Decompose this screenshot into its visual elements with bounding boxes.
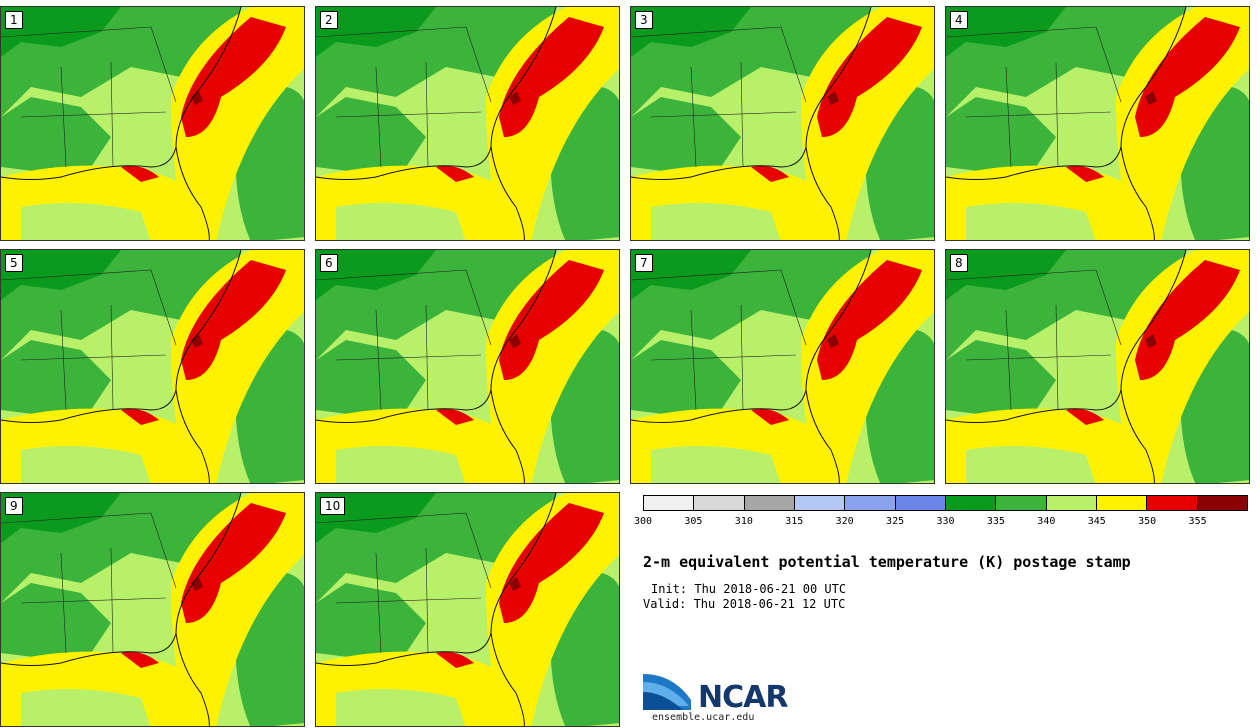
ncar-logo-icon xyxy=(643,674,691,710)
colorbar-tick-label: 305 xyxy=(684,516,703,527)
map-graphic xyxy=(946,250,1249,483)
ncar-logo-text: NCAR xyxy=(698,680,788,715)
map-panel-5: 5 xyxy=(0,249,305,484)
colorbar-swatch xyxy=(845,496,896,510)
site-url: ensemble.ucar.edu xyxy=(652,712,755,723)
colorbar-swatch xyxy=(895,496,946,510)
colorbar-swatch xyxy=(996,496,1047,510)
colorbar-swatch xyxy=(945,496,997,510)
colorbar-tick-label: 325 xyxy=(886,516,905,527)
colorbar-swatch xyxy=(1046,496,1097,510)
map-graphic xyxy=(1,250,304,483)
panel-number: 8 xyxy=(950,254,968,272)
colorbar-tick-label: 310 xyxy=(734,516,753,527)
colorbar-tick-label: 300 xyxy=(633,516,653,527)
map-graphic xyxy=(946,7,1249,240)
panel-number: 5 xyxy=(5,254,23,272)
map-panel-8: 8 xyxy=(945,249,1250,484)
colorbar-tick-label: 340 xyxy=(1037,516,1056,527)
colorbar-swatch xyxy=(744,496,795,510)
map-graphic xyxy=(316,493,619,726)
colorbar-tick-label: 330 xyxy=(936,516,955,527)
map-graphic xyxy=(316,7,619,240)
colorbar-tick-label: 320 xyxy=(835,516,854,527)
colorbar-swatch xyxy=(1147,496,1198,510)
colorbar-tick-label: 355 xyxy=(1188,516,1207,527)
init-time: Init: Thu 2018-06-21 00 UTC xyxy=(651,582,847,596)
panel-number: 2 xyxy=(320,11,338,29)
panel-number: 4 xyxy=(950,11,968,29)
map-panel-2: 2 xyxy=(315,6,620,241)
map-panel-10: 10 xyxy=(315,492,620,727)
map-panel-7: 7 xyxy=(630,249,935,484)
map-graphic xyxy=(1,7,304,240)
panel-number: 9 xyxy=(5,497,23,515)
map-panel-4: 4 xyxy=(945,6,1250,241)
panel-number: 3 xyxy=(635,11,653,29)
colorbar-swatch xyxy=(1096,496,1148,510)
map-graphic xyxy=(631,7,934,240)
panel-number: 7 xyxy=(635,254,653,272)
colorbar-tick-label: 315 xyxy=(785,516,804,527)
panel-number: 1 xyxy=(5,11,23,29)
colorbar-tick-label: 335 xyxy=(986,516,1005,527)
colorbar-swatch xyxy=(794,496,846,510)
panel-number: 6 xyxy=(320,254,338,272)
map-graphic xyxy=(316,250,619,483)
colorbar-tick-labels: 300 305 310 315 320 325 330 335 340 345 350 355 xyxy=(634,516,1248,530)
map-panel-3: 3 xyxy=(630,6,935,241)
map-panel-1: 1 xyxy=(0,6,305,241)
map-panel-9: 9 xyxy=(0,492,305,727)
valid-time: Valid: Thu 2018-06-21 12 UTC xyxy=(643,597,846,611)
colorbar-tick-label: 345 xyxy=(1087,516,1106,527)
colorbar-swatch xyxy=(644,496,695,510)
map-graphic xyxy=(631,250,934,483)
colorbar-swatch xyxy=(694,496,745,510)
figure-title: 2-m equivalent potential temperature (K)… xyxy=(643,553,1131,571)
colorbar xyxy=(643,495,1248,511)
colorbar-tick-label: 350 xyxy=(1138,516,1157,527)
panel-number: 10 xyxy=(320,497,346,515)
map-graphic xyxy=(1,493,304,726)
map-panel-6: 6 xyxy=(315,249,620,484)
colorbar-swatch xyxy=(1197,496,1247,510)
